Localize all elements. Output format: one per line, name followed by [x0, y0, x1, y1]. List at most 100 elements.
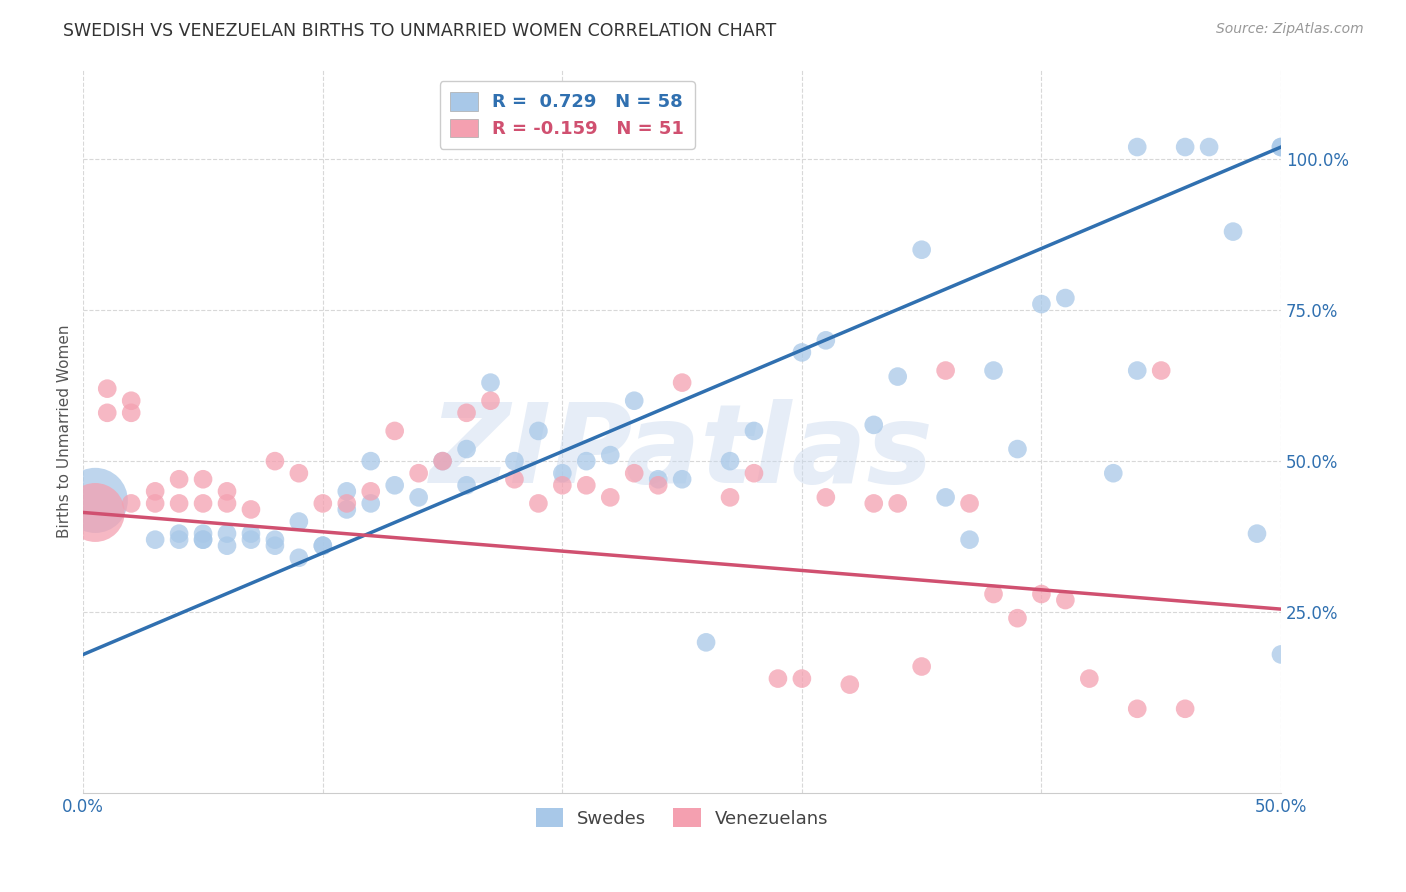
Point	[911, 659, 934, 673]
Point	[239, 526, 262, 541]
Point	[935, 491, 957, 505]
Point	[336, 496, 359, 510]
Text: Source: ZipAtlas.com: Source: ZipAtlas.com	[1216, 22, 1364, 37]
Point	[527, 496, 550, 510]
Point	[143, 533, 166, 547]
Point	[264, 539, 287, 553]
Point	[239, 533, 262, 547]
Point	[191, 533, 214, 547]
Point	[1102, 467, 1125, 481]
Point	[959, 533, 981, 547]
Point	[167, 533, 190, 547]
Point	[503, 472, 526, 486]
Point	[120, 406, 142, 420]
Point	[599, 491, 621, 505]
Point	[1126, 702, 1149, 716]
Point	[360, 484, 382, 499]
Point	[384, 478, 406, 492]
Point	[264, 533, 287, 547]
Point	[599, 448, 621, 462]
Point	[862, 496, 884, 510]
Point	[695, 635, 717, 649]
Point	[1126, 363, 1149, 377]
Point	[336, 484, 359, 499]
Point	[623, 467, 645, 481]
Point	[1198, 140, 1220, 154]
Point	[143, 496, 166, 510]
Point	[264, 454, 287, 468]
Point	[215, 496, 238, 510]
Point	[647, 478, 669, 492]
Point	[1078, 672, 1101, 686]
Point	[312, 496, 335, 510]
Point	[623, 393, 645, 408]
Point	[312, 539, 335, 553]
Point	[215, 526, 238, 541]
Point	[671, 472, 693, 486]
Point	[862, 417, 884, 432]
Point	[814, 491, 837, 505]
Point	[84, 493, 107, 508]
Point	[959, 496, 981, 510]
Legend: Swedes, Venezuelans: Swedes, Venezuelans	[529, 801, 835, 835]
Point	[479, 376, 502, 390]
Point	[1031, 297, 1053, 311]
Point	[1150, 363, 1173, 377]
Point	[671, 376, 693, 390]
Point	[432, 454, 454, 468]
Point	[1174, 702, 1197, 716]
Text: ZIPatlas: ZIPatlas	[430, 400, 934, 506]
Point	[1246, 526, 1268, 541]
Point	[239, 502, 262, 516]
Text: SWEDISH VS VENEZUELAN BIRTHS TO UNMARRIED WOMEN CORRELATION CHART: SWEDISH VS VENEZUELAN BIRTHS TO UNMARRIE…	[63, 22, 776, 40]
Y-axis label: Births to Unmarried Women: Births to Unmarried Women	[58, 324, 72, 538]
Point	[718, 454, 741, 468]
Point	[503, 454, 526, 468]
Point	[312, 539, 335, 553]
Point	[1007, 442, 1029, 456]
Point	[456, 442, 478, 456]
Point	[551, 478, 574, 492]
Point	[718, 491, 741, 505]
Point	[983, 587, 1005, 601]
Point	[647, 472, 669, 486]
Point	[575, 454, 598, 468]
Point	[790, 345, 813, 359]
Point	[191, 472, 214, 486]
Point	[886, 496, 908, 510]
Point	[1126, 140, 1149, 154]
Point	[84, 506, 107, 520]
Point	[360, 496, 382, 510]
Point	[167, 472, 190, 486]
Point	[384, 424, 406, 438]
Point	[215, 539, 238, 553]
Point	[120, 393, 142, 408]
Point	[935, 363, 957, 377]
Point	[479, 393, 502, 408]
Point	[1054, 291, 1077, 305]
Point	[766, 672, 789, 686]
Point	[167, 496, 190, 510]
Point	[1270, 140, 1292, 154]
Point	[167, 526, 190, 541]
Point	[360, 454, 382, 468]
Point	[120, 496, 142, 510]
Point	[911, 243, 934, 257]
Point	[408, 467, 430, 481]
Point	[983, 363, 1005, 377]
Point	[215, 484, 238, 499]
Point	[143, 484, 166, 499]
Point	[1031, 587, 1053, 601]
Point	[191, 496, 214, 510]
Point	[1054, 593, 1077, 607]
Point	[96, 382, 118, 396]
Point	[456, 478, 478, 492]
Point	[1270, 648, 1292, 662]
Point	[408, 491, 430, 505]
Point	[527, 424, 550, 438]
Point	[288, 467, 311, 481]
Point	[1270, 140, 1292, 154]
Point	[575, 478, 598, 492]
Point	[742, 467, 765, 481]
Point	[288, 515, 311, 529]
